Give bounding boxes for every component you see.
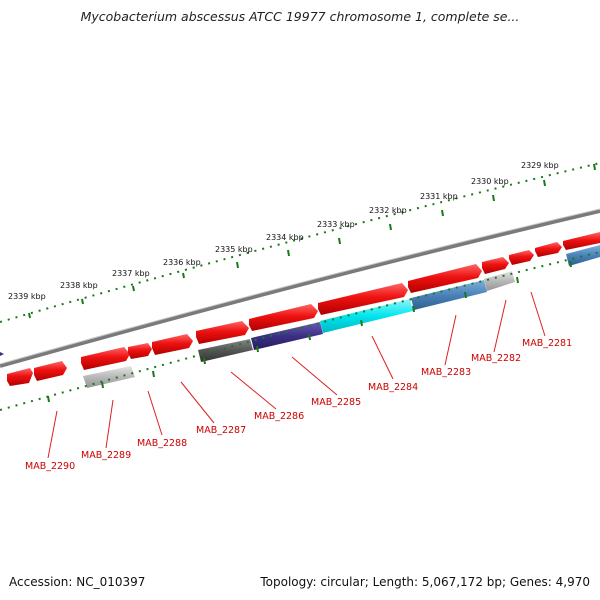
major-tick bbox=[543, 179, 546, 187]
kbp-label: 2336 kbp bbox=[163, 258, 201, 267]
gene-label-mab-2282[interactable]: MAB_2282 bbox=[471, 353, 521, 364]
cds-forward[interactable] bbox=[152, 334, 193, 355]
cds-forward[interactable] bbox=[128, 343, 152, 359]
offscreen-feature-marker bbox=[0, 352, 4, 356]
accession-text: Accession: NC_010397 bbox=[9, 575, 146, 589]
kbp-label: 2334 kbp bbox=[266, 233, 304, 242]
major-tick bbox=[182, 272, 185, 279]
major-tick bbox=[81, 298, 84, 305]
gene-label-mab-2287[interactable]: MAB_2287 bbox=[196, 425, 246, 436]
gene-label-mab-2288[interactable]: MAB_2288 bbox=[137, 438, 187, 449]
cds-reverse[interactable] bbox=[484, 271, 515, 291]
gene-label-mab-2290[interactable]: MAB_2290 bbox=[25, 461, 75, 472]
major-tick bbox=[28, 312, 31, 319]
major-tick bbox=[152, 370, 155, 378]
major-tick bbox=[412, 305, 415, 313]
genome-backbone-highlight bbox=[0, 208, 600, 365]
forward-strand-cds[interactable] bbox=[7, 232, 600, 386]
genome-backbone bbox=[0, 209, 600, 368]
major-tick bbox=[593, 163, 596, 171]
major-tick bbox=[287, 249, 290, 257]
kbp-label: 2335 kbp bbox=[215, 245, 253, 254]
gene-label-mab-2289[interactable]: MAB_2289 bbox=[81, 450, 131, 461]
gene-label-mab-2286[interactable]: MAB_2286 bbox=[254, 411, 304, 422]
inner-scale-ring bbox=[0, 251, 600, 411]
major-tick bbox=[338, 237, 341, 245]
major-tick bbox=[464, 291, 467, 299]
kbp-label: 2338 kbp bbox=[60, 281, 98, 290]
major-tick bbox=[389, 223, 392, 231]
major-tick bbox=[441, 209, 444, 217]
major-tick bbox=[256, 345, 259, 353]
gene-label-mab-2284[interactable]: MAB_2284 bbox=[368, 382, 418, 393]
gene-label-mab-2285[interactable]: MAB_2285 bbox=[311, 397, 361, 408]
major-tick bbox=[569, 260, 572, 268]
cds-reverse[interactable] bbox=[566, 245, 600, 266]
cds-forward[interactable] bbox=[535, 242, 562, 257]
major-tick bbox=[516, 276, 519, 284]
gene-label-leaders bbox=[47, 291, 546, 459]
kbp-label: 2330 kbp bbox=[471, 177, 509, 186]
major-tick bbox=[308, 333, 311, 341]
cds-forward[interactable] bbox=[563, 232, 600, 250]
kbp-labels: 2339 kbp 2338 kbp 2337 kbp 2336 kbp 2335… bbox=[8, 161, 559, 301]
gene-labels: MAB_2290 MAB_2289 MAB_2288 MAB_2287 MAB_… bbox=[25, 338, 572, 472]
kbp-label: 2329 kbp bbox=[521, 161, 559, 170]
major-tick bbox=[47, 395, 50, 403]
gene-label-mab-2281[interactable]: MAB_2281 bbox=[522, 338, 572, 349]
major-tick bbox=[132, 285, 135, 292]
map-title: Mycobacterium abscessus ATCC 19977 chrom… bbox=[80, 9, 520, 24]
major-tick bbox=[236, 261, 239, 269]
gene-label-mab-2283[interactable]: MAB_2283 bbox=[421, 367, 471, 378]
cds-reverse[interactable] bbox=[198, 339, 253, 362]
kbp-label: 2332 kbp bbox=[369, 206, 407, 215]
reverse-strand-cds[interactable] bbox=[83, 245, 600, 388]
outer-scale-ring bbox=[0, 162, 600, 323]
cds-reverse[interactable] bbox=[320, 299, 413, 333]
cds-forward[interactable] bbox=[196, 321, 249, 344]
major-tick bbox=[101, 381, 104, 389]
cds-forward[interactable] bbox=[482, 257, 509, 274]
major-tick bbox=[203, 357, 206, 365]
cds-forward[interactable] bbox=[408, 264, 482, 293]
kbp-label: 2331 kbp bbox=[420, 192, 458, 201]
cds-forward[interactable] bbox=[509, 250, 534, 265]
cds-forward[interactable] bbox=[249, 304, 318, 331]
major-tick bbox=[492, 194, 495, 202]
cds-forward[interactable] bbox=[318, 283, 408, 315]
major-tick bbox=[360, 319, 363, 327]
cds-reverse[interactable] bbox=[83, 366, 135, 388]
kbp-label: 2339 kbp bbox=[8, 292, 46, 301]
genome-summary-text: Topology: circular; Length: 5,067,172 bp… bbox=[260, 575, 590, 589]
cds-forward[interactable] bbox=[7, 368, 33, 386]
cds-forward[interactable] bbox=[81, 347, 130, 370]
cds-reverse[interactable] bbox=[251, 322, 323, 350]
kbp-label: 2337 kbp bbox=[112, 269, 150, 278]
cds-reverse[interactable] bbox=[411, 280, 487, 310]
kbp-label: 2333 kbp bbox=[317, 220, 355, 229]
cds-forward[interactable] bbox=[34, 361, 67, 381]
